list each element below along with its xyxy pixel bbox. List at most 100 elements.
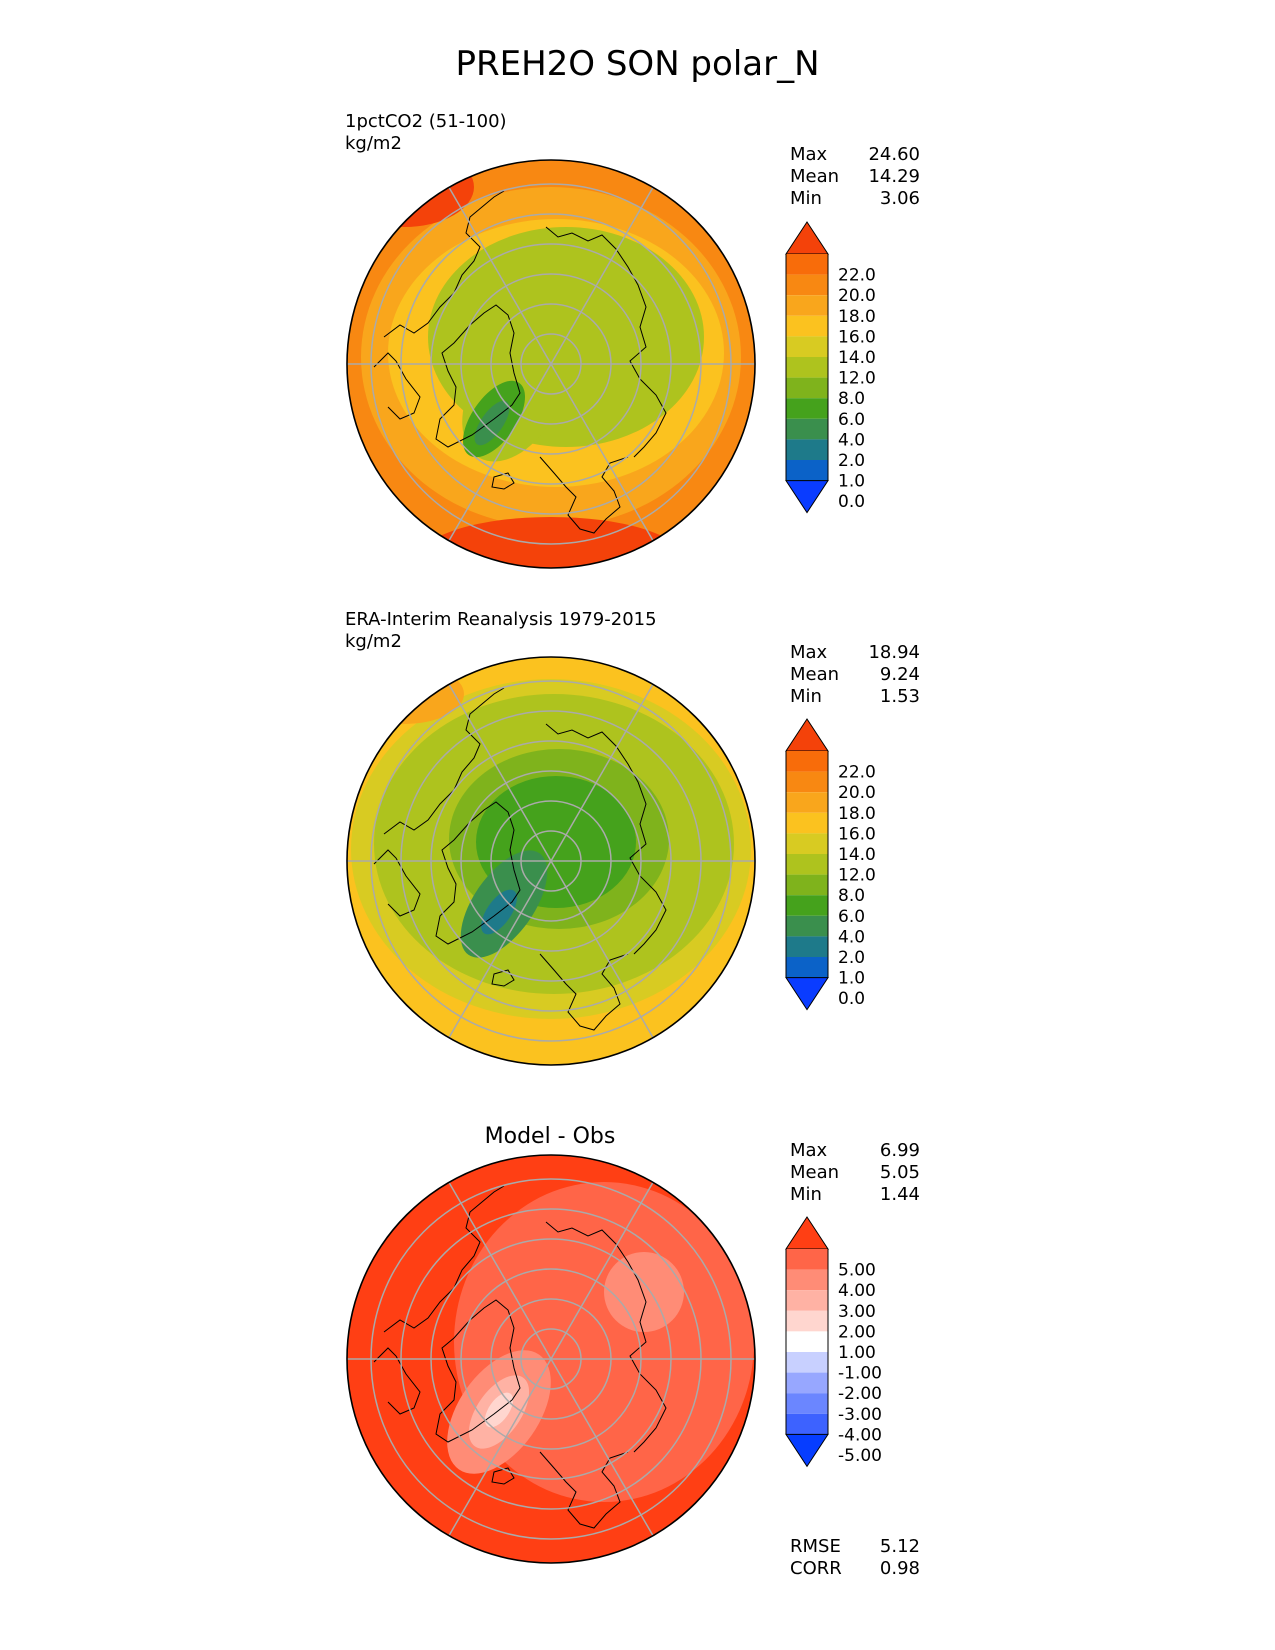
- max-value: 18.94: [868, 642, 920, 663]
- panel-model-colorbar-swatch: [786, 439, 828, 460]
- panel-diff-colorbar-swatch: [786, 1290, 828, 1311]
- panel-diff-colorbar-tick-label: -1.00: [838, 1364, 882, 1384]
- mean-value: 14.29: [868, 166, 920, 187]
- panel-diff-colorbar-tick-label: 4.00: [838, 1281, 876, 1301]
- panel-model: 1pctCO2 (51-100) kg/m2 Max 24.60 Mean 14.2…: [0, 0, 1275, 569]
- panel-obs-colorbar-tick-label: 12.0: [838, 866, 876, 886]
- panel-obs-colorbar-swatch: [786, 854, 828, 875]
- panel-model-stats: Max 24.60 Mean 14.29 Min 3.06: [790, 144, 920, 210]
- panel-diff-colorbar-max-arrow: [785, 1216, 829, 1250]
- panel-model-colorbar-tick-label: 14.0: [838, 348, 876, 368]
- panel-obs-colorbar-max-arrow: [785, 718, 829, 752]
- panel-model-colorbar-tick-label: 22.0: [838, 266, 876, 286]
- mean-label: Mean: [790, 1162, 840, 1183]
- panel-diff: Model - Obs Max 6.99 Mean 5.05 Min 1.44 5.0…: [0, 0, 1275, 1579]
- min-label: Min: [790, 686, 822, 707]
- panel-model-colorbar-swatch: [786, 295, 828, 316]
- panel-model-colorbar-swatch: [786, 418, 828, 440]
- panel-obs-colorbar-tick-label: 4.0: [838, 927, 865, 947]
- panel-diff-colorbar-swatch: [786, 1310, 828, 1332]
- panel-model-units: kg/m2: [345, 133, 402, 154]
- panel-obs: ERA-Interim Reanalysis 1979-2015 kg/m2 M…: [0, 0, 1275, 1066]
- panel-diff-colorbar-swatch: [786, 1352, 828, 1373]
- panel-obs-colorbar-swatch: [786, 792, 828, 813]
- panel-obs-colorbar-swatch: [786, 895, 828, 916]
- max-label: Max: [790, 144, 828, 165]
- panel-obs-title: ERA-Interim Reanalysis 1979-2015 kg/m2: [345, 609, 657, 653]
- corr-label: CORR: [790, 1558, 842, 1579]
- panel-obs-colorbar-swatch: [786, 936, 828, 957]
- mean-value: 9.24: [879, 664, 920, 685]
- corr-value: 0.98: [879, 1558, 920, 1579]
- mean-label: Mean: [790, 664, 840, 685]
- panel-model-colorbar-tick-label: 12.0: [838, 369, 876, 389]
- panel-obs-colorbar-swatch: [786, 771, 828, 793]
- panel-model-colorbar-swatch: [786, 274, 828, 296]
- panel-obs-colorbar-swatch: [786, 915, 828, 937]
- panel-obs-colorbar-swatch: [786, 957, 828, 978]
- panel-model-colorbar: 22.020.018.016.014.012.08.06.04.02.01.00…: [785, 221, 876, 514]
- panel-obs-colorbar-tick-label: 0.0: [838, 989, 865, 1009]
- panel-obs-colorbar-tick-label: 8.0: [838, 886, 865, 906]
- panel-obs-colorbar-tick-label: 14.0: [838, 845, 876, 865]
- figure-title: PREH2O SON polar_N: [455, 44, 820, 84]
- rmse-label: RMSE: [790, 1536, 841, 1557]
- panel-diff-colorbar-tick-label: -4.00: [838, 1425, 882, 1445]
- panel-obs-map: [346, 656, 756, 1066]
- panel-obs-colorbar-tick-label: 2.0: [838, 948, 865, 968]
- panel-obs-colorbar-tick-label: 18.0: [838, 804, 876, 824]
- panel-obs-colorbar-tick-label: 6.0: [838, 907, 865, 927]
- panel-diff-colorbar-tick-label: -5.00: [838, 1446, 882, 1466]
- panel-model-colorbar-swatch: [786, 315, 828, 337]
- panel-model-colorbar-tick-label: 0.0: [838, 492, 865, 512]
- panel-diff-skill: RMSE 5.12 CORR 0.98: [790, 1536, 920, 1580]
- panel-obs-stats: Max 18.94 Mean 9.24 Min 1.53: [790, 642, 920, 708]
- min-value: 3.06: [879, 188, 920, 209]
- panel-obs-colorbar-swatch: [786, 751, 828, 772]
- panel-diff-colorbar-swatch: [786, 1269, 828, 1291]
- panel-model-colorbar-swatch: [786, 336, 828, 357]
- panel-model-colorbar-tick-label: 6.0: [838, 410, 865, 430]
- panel-obs-colorbar-tick-label: 22.0: [838, 763, 876, 783]
- panel-model-colorbar-tick-label: 16.0: [838, 327, 876, 347]
- panel-diff-colorbar-tick-label: 5.00: [838, 1261, 876, 1281]
- min-value: 1.53: [879, 686, 920, 707]
- panel-diff-colorbar-tick-label: 2.00: [838, 1322, 876, 1342]
- panel-model-colorbar-tick-label: 2.0: [838, 451, 865, 471]
- panel-obs-colorbar: 22.020.018.016.014.012.08.06.04.02.01.00…: [785, 718, 876, 1011]
- panel-diff-colorbar-tick-label: -3.00: [838, 1405, 882, 1425]
- mean-label: Mean: [790, 166, 840, 187]
- panel-model-colorbar-swatch: [786, 377, 828, 399]
- panel-diff-map: [346, 1154, 756, 1564]
- mean-value: 5.05: [879, 1162, 920, 1183]
- panel-diff-stats: Max 6.99 Mean 5.05 Min 1.44: [790, 1140, 920, 1206]
- panel-model-colorbar-tick-label: 1.0: [838, 472, 865, 492]
- panel-obs-colorbar-swatch: [786, 833, 828, 854]
- panel-diff-colorbar-swatch: [786, 1413, 828, 1435]
- panel-model-map: [346, 159, 756, 569]
- panel-diff-colorbar-tick-label: -2.00: [838, 1384, 882, 1404]
- panel-obs-colorbar-swatch: [786, 812, 828, 834]
- max-label: Max: [790, 642, 828, 663]
- max-value: 6.99: [879, 1140, 920, 1161]
- panel-model-colorbar-swatch: [786, 357, 828, 378]
- min-label: Min: [790, 1184, 822, 1205]
- panel-diff-title: Model - Obs: [484, 1124, 616, 1149]
- panel-diff-colorbar-swatch: [786, 1331, 828, 1352]
- panel-model-colorbar-swatch: [786, 254, 828, 275]
- panel-obs-colorbar-tick-label: 20.0: [838, 783, 876, 803]
- panel-diff-colorbar-min-arrow: [785, 1433, 829, 1468]
- panel-diff-colorbar-tick-label: 1.00: [838, 1343, 876, 1363]
- panel-obs-dataset: ERA-Interim Reanalysis 1979-2015: [345, 609, 657, 630]
- panel-diff-colorbar-swatch: [786, 1249, 828, 1270]
- panel-model-colorbar-swatch: [786, 460, 828, 481]
- panel-obs-colorbar-tick-label: 1.0: [838, 969, 865, 989]
- panel-diff-colorbar-tick-label: 3.00: [838, 1302, 876, 1322]
- rmse-value: 5.12: [879, 1536, 920, 1557]
- panel-model-colorbar-tick-label: 8.0: [838, 389, 865, 409]
- max-label: Max: [790, 1140, 828, 1161]
- panel-model-colorbar-tick-label: 18.0: [838, 307, 876, 327]
- panel-obs-units: kg/m2: [345, 631, 402, 652]
- panel-diff-colorbar-swatch: [786, 1393, 828, 1414]
- panel-obs-colorbar-tick-label: 16.0: [838, 824, 876, 844]
